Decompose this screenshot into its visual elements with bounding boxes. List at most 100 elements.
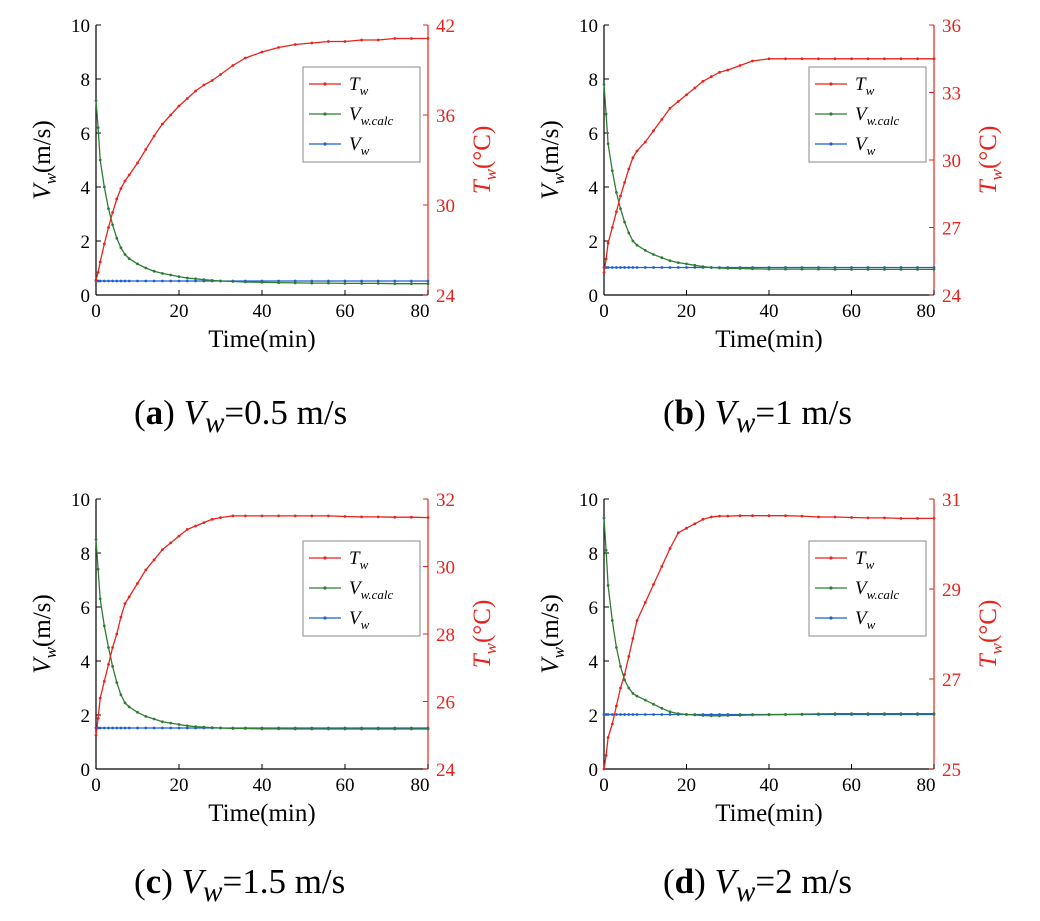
legend-label-Vcalc: Vw.calc	[349, 578, 393, 602]
data-point-Vcalc	[916, 268, 919, 271]
y-left-tick-label: 0	[81, 760, 91, 781]
data-point-V	[185, 279, 189, 283]
data-point-T	[96, 717, 100, 720]
y-left-tick-label: 8	[81, 544, 91, 565]
y-left-tick-label: 2	[81, 706, 91, 727]
data-point-T	[107, 663, 110, 666]
caption-d: (d) Vw=2 m/s	[663, 862, 852, 908]
data-point-T	[660, 565, 664, 568]
data-point-Vcalc	[152, 717, 156, 721]
data-point-Vcalc	[144, 266, 148, 270]
y-right-tick-label: 36	[436, 106, 455, 127]
x-tick-label: 0	[91, 301, 101, 322]
y-left-tick-label: 6	[589, 124, 599, 145]
y-right-tick-label: 29	[942, 580, 961, 601]
legend: Tw Vw.calc Vw	[302, 540, 421, 637]
data-point-T	[615, 210, 618, 214]
legend-marker-T	[829, 82, 833, 86]
data-point-Vcalc	[635, 243, 639, 247]
y-left-axis-label: Vw(m/s)	[29, 594, 60, 673]
y-left-tick-label: 10	[579, 16, 598, 37]
y-right-tick-label: 31	[942, 490, 961, 511]
data-point-V	[615, 266, 618, 269]
data-point-T	[277, 514, 280, 518]
legend-marker-Vcalc	[323, 586, 327, 590]
data-point-Vcalc	[709, 266, 713, 269]
data-point-Vcalc	[631, 692, 635, 695]
data-point-T	[293, 514, 297, 518]
series-line-T	[603, 515, 934, 770]
data-point-Vcalc	[693, 263, 697, 267]
caption-c: (c) Vw=1.5 m/s	[134, 862, 346, 908]
data-point-Vcalc	[360, 282, 363, 285]
data-point-T	[219, 516, 222, 519]
data-point-V	[631, 713, 635, 716]
data-point-V	[693, 266, 697, 269]
data-point-T	[709, 75, 713, 79]
data-point-Vcalc	[631, 239, 635, 243]
x-tick-label: 40	[253, 775, 272, 796]
data-point-V	[376, 279, 380, 283]
data-point-T	[127, 173, 131, 177]
data-point-V	[107, 726, 110, 730]
data-point-Vcalc	[119, 246, 123, 250]
y-left-axis-label: Vw(m/s)	[537, 594, 568, 673]
legend-marker-Vcalc	[323, 112, 327, 116]
data-point-Vcalc	[643, 698, 647, 702]
data-point-T	[685, 93, 688, 97]
data-point-V	[144, 726, 148, 730]
data-point-V	[668, 266, 672, 269]
data-point-Vcalc	[244, 280, 247, 284]
data-point-V	[185, 726, 189, 730]
data-point-T	[260, 514, 264, 518]
data-point-T	[899, 517, 903, 520]
legend-marker-T	[323, 556, 327, 560]
data-point-Vcalc	[219, 279, 222, 283]
data-point-T	[119, 615, 123, 619]
data-point-T	[615, 704, 618, 708]
series-line-Vcalc	[603, 84, 934, 271]
data-point-V	[619, 266, 622, 269]
caption-symbol: V	[714, 393, 736, 432]
data-point-V	[410, 279, 413, 283]
x-tick-label: 80	[411, 301, 430, 322]
x-axis-label: Time(min)	[715, 326, 822, 353]
data-point-T	[883, 516, 886, 520]
data-point-T	[800, 57, 804, 61]
data-point-Vcalc	[615, 646, 618, 649]
data-point-T	[932, 57, 936, 61]
y-left-tick-label: 10	[71, 490, 90, 511]
x-tick-label: 0	[599, 301, 609, 322]
data-point-V	[107, 279, 110, 283]
data-point-Vcalc	[115, 681, 119, 684]
data-point-V	[327, 279, 330, 283]
data-point-Vcalc	[718, 266, 721, 270]
data-point-V	[606, 713, 610, 716]
data-point-T	[866, 516, 870, 520]
caption-letter: c	[145, 862, 162, 901]
legend-label-T: Tw	[349, 548, 369, 572]
data-point-T	[718, 514, 721, 518]
data-point-V	[606, 266, 610, 269]
caption-equals: =	[222, 862, 243, 901]
y-left-tick-label: 2	[589, 232, 599, 253]
data-point-T	[310, 514, 314, 518]
data-point-T	[623, 181, 626, 184]
caption-symbol: V	[183, 393, 205, 432]
data-point-Vcalc	[393, 727, 397, 731]
data-point-Vcalc	[343, 727, 347, 731]
data-point-Vcalc	[619, 207, 622, 211]
chart-panel-a: 0 20 40 60 80024681024303642Time(min)Vw(m/s)…	[29, 16, 500, 353]
data-point-T	[602, 767, 606, 771]
data-point-T	[107, 226, 110, 229]
caption-letter: a	[145, 393, 164, 432]
data-point-T	[738, 514, 742, 518]
data-point-V	[623, 713, 626, 716]
data-point-T	[606, 241, 610, 245]
data-point-V	[635, 266, 639, 269]
data-point-T	[115, 197, 119, 201]
data-point-Vcalc	[115, 236, 119, 240]
data-point-T	[850, 57, 853, 61]
data-point-T	[136, 582, 139, 585]
data-point-Vcalc	[738, 713, 742, 717]
